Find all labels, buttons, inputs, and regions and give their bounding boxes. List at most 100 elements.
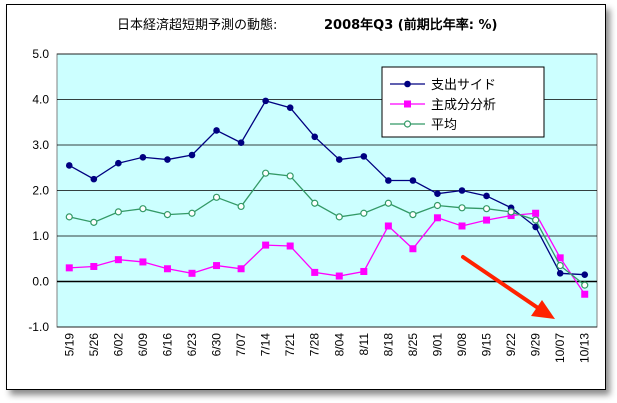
data-point <box>90 175 98 183</box>
data-point <box>458 222 466 230</box>
chart-frame: 日本経済超短期予測の動態: 2008年Q3 (前期比年率: %) 5.0 4.0 3… <box>6 4 606 390</box>
data-point <box>114 256 122 264</box>
x-tick-label: 6/16 <box>160 333 174 357</box>
data-point <box>163 211 172 219</box>
data-point <box>139 205 147 213</box>
x-tick-label: 10/07 <box>553 333 567 363</box>
x-axis-ticks: 5/19 5/26 6/02 6/09 6/16 6/23 6/30 7/07 7/14 7/21… <box>62 333 591 363</box>
legend-label: 主成分分析 <box>431 98 496 113</box>
data-point <box>385 177 392 184</box>
series-0 <box>65 97 589 278</box>
x-tick-label: 9/29 <box>529 333 543 357</box>
y-tick-label: 2.0 <box>32 184 49 198</box>
data-point <box>433 214 441 222</box>
legend-label: 支出サイド <box>431 78 496 93</box>
data-point <box>163 265 171 273</box>
data-point <box>212 193 221 201</box>
data-point <box>65 213 73 221</box>
x-tick-label: 8/04 <box>332 333 346 357</box>
data-point <box>65 264 73 272</box>
data-point <box>286 242 294 250</box>
x-tick-label: 6/02 <box>111 333 125 357</box>
data-point <box>360 153 368 160</box>
data-point <box>213 127 220 134</box>
data-point <box>581 290 589 298</box>
data-point <box>335 272 343 280</box>
data-point <box>262 169 270 177</box>
data-point <box>114 208 122 216</box>
x-tick-label: 9/01 <box>430 333 444 357</box>
series-line <box>69 212 586 295</box>
x-tick-label: 9/22 <box>504 333 518 357</box>
data-point <box>434 190 441 197</box>
line-chart: 日本経済超短期予測の動態: 2008年Q3 (前期比年率: %) 5.0 4.0 3… <box>28 17 598 363</box>
series-group <box>65 97 589 298</box>
red-arrow-annotation <box>461 255 555 319</box>
data-point <box>360 267 368 275</box>
legend-item-2: 平均 <box>390 118 457 133</box>
series-line <box>68 100 585 276</box>
data-point <box>532 223 539 231</box>
data-point <box>556 261 564 270</box>
x-tick-label: 9/08 <box>455 333 469 357</box>
legend-marker <box>404 100 411 108</box>
y-tick-label: 3.0 <box>32 138 49 152</box>
data-point <box>237 202 245 211</box>
data-point <box>311 133 319 141</box>
data-point <box>483 192 490 200</box>
x-tick-label: 9/15 <box>480 333 494 357</box>
legend-item-1: 主成分分析 <box>390 98 496 113</box>
data-point <box>237 265 245 273</box>
y-tick-label: -1.0 <box>28 320 49 334</box>
data-point <box>311 199 319 207</box>
data-point <box>384 222 392 230</box>
data-point <box>507 212 515 220</box>
x-tick-label: 6/30 <box>210 333 224 357</box>
data-point <box>458 187 466 194</box>
y-tick-label: 5.0 <box>32 47 49 61</box>
data-point <box>335 156 343 163</box>
data-point <box>556 270 564 277</box>
series-1 <box>65 209 589 298</box>
legend-marker <box>403 120 412 128</box>
x-tick-label: 7/07 <box>234 333 248 357</box>
chart-title: 日本経済超短期予測の動態: <box>117 17 277 33</box>
data-point <box>213 262 221 270</box>
data-point <box>188 151 196 159</box>
data-point <box>409 177 417 184</box>
data-point <box>311 268 319 276</box>
data-point <box>188 209 196 217</box>
data-point <box>507 208 515 216</box>
x-tick-label: 10/13 <box>578 333 592 363</box>
x-tick-label: 6/09 <box>136 333 150 357</box>
arrow-head <box>531 300 555 319</box>
data-point <box>556 254 564 262</box>
data-point <box>360 209 368 217</box>
x-tick-label: 7/28 <box>308 333 322 357</box>
arrow-shaft <box>461 255 543 312</box>
data-point <box>433 201 442 210</box>
data-point <box>409 211 417 219</box>
legend-label: 平均 <box>431 118 457 133</box>
data-point <box>581 271 589 278</box>
legend-marker <box>404 80 411 88</box>
data-point <box>188 269 196 277</box>
x-tick-label: 8/18 <box>381 333 395 357</box>
x-tick-label: 7/14 <box>259 333 273 357</box>
data-point <box>532 209 540 217</box>
data-point <box>409 245 417 253</box>
data-point <box>286 104 294 111</box>
series-2 <box>65 169 589 289</box>
data-point <box>90 218 98 226</box>
data-point <box>581 281 589 289</box>
y-axis-ticks: 5.0 4.0 3.0 2.0 1.0 0.0 -1.0 <box>28 47 49 334</box>
x-tick-label: 6/23 <box>185 333 199 357</box>
data-point <box>139 258 147 266</box>
y-tick-label: 1.0 <box>32 229 49 243</box>
data-point <box>262 97 269 105</box>
data-point <box>286 172 294 180</box>
y-tick-label: 4.0 <box>32 93 49 107</box>
x-tick-label: 8/11 <box>357 333 371 356</box>
x-tick-label: 8/25 <box>406 333 420 357</box>
x-tick-label: 5/26 <box>87 333 101 357</box>
